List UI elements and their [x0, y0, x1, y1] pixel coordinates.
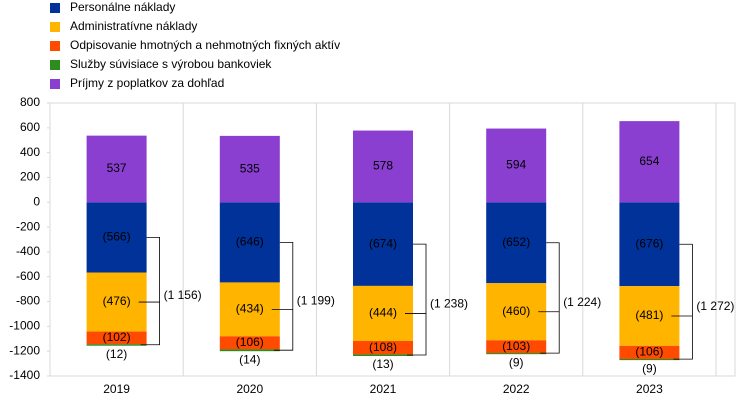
- total-bracket: [271, 241, 294, 351]
- bar-segment: [86, 135, 147, 203]
- total-label: (1 156): [164, 288, 202, 302]
- y-tick-label: 800: [20, 95, 40, 109]
- data-label: (106): [635, 345, 663, 359]
- y-tick-label: -800: [16, 294, 40, 308]
- total-label: (1 224): [563, 295, 601, 309]
- y-tick-label: -600: [16, 269, 40, 283]
- data-label: (460): [502, 304, 530, 318]
- total-bracket: [405, 243, 427, 356]
- y-tick-label: -1400: [9, 368, 40, 382]
- y-tick-label: 200: [20, 170, 40, 184]
- legend-label: Príjmy z poplatkov za dohľad: [70, 76, 224, 90]
- data-label: (13): [372, 357, 393, 371]
- x-tick-label: 2020: [236, 382, 263, 396]
- bar-segment: [353, 130, 413, 203]
- bar-segment: [353, 341, 413, 355]
- data-label: 537: [107, 161, 127, 175]
- y-tick-label: -1000: [9, 319, 40, 333]
- data-label: (102): [103, 330, 131, 344]
- legend-swatch: [50, 60, 60, 70]
- data-label: (652): [502, 235, 530, 249]
- bar-segment: [486, 283, 547, 341]
- bar-segment: [486, 340, 547, 354]
- data-label: (106): [236, 335, 264, 349]
- data-label: (14): [239, 352, 260, 366]
- bar-segment: [219, 282, 280, 337]
- bar-segment: [86, 344, 147, 346]
- legend-swatch: [50, 3, 60, 13]
- bar-segment: [353, 202, 413, 286]
- total-label: (1 238): [430, 297, 468, 311]
- total-bracket: [138, 236, 160, 346]
- bar-segment: [619, 358, 680, 361]
- bar-segment: [219, 202, 280, 283]
- bar-segment: [486, 202, 547, 284]
- bar-segment: [353, 354, 413, 357]
- bar-segment: [619, 345, 680, 359]
- total-label: (1 199): [297, 293, 335, 307]
- data-label: (434): [236, 302, 264, 316]
- total-bracket: [671, 243, 693, 360]
- legend-swatch: [50, 22, 60, 32]
- data-label: (103): [502, 339, 530, 353]
- total-bracket: [538, 242, 560, 354]
- bar-segment: [353, 285, 413, 342]
- total-label: (1 272): [696, 299, 734, 313]
- data-label: (566): [103, 230, 131, 244]
- data-label: (676): [635, 236, 663, 250]
- bar-segment: [86, 202, 147, 273]
- y-tick-label: -200: [16, 219, 40, 233]
- legend-label: Administratívne náklady: [70, 19, 197, 33]
- legend-swatch: [50, 79, 60, 89]
- data-label: 654: [639, 154, 659, 168]
- y-tick-label: -400: [16, 244, 40, 258]
- data-label: 535: [240, 161, 260, 175]
- bar-segment: [219, 349, 280, 352]
- bar-segment: [219, 135, 280, 203]
- bar-segment: [619, 286, 680, 346]
- bar-segment: [619, 121, 680, 203]
- x-tick-label: 2019: [103, 382, 130, 396]
- x-tick-label: 2021: [370, 382, 397, 396]
- bar-segment: [619, 202, 680, 287]
- x-tick-label: 2023: [636, 382, 663, 396]
- legend-label: Odpisovanie hmotných a nehmotných fixnýc…: [70, 38, 340, 52]
- data-label: (444): [369, 306, 397, 320]
- bar-segment: [86, 331, 147, 345]
- x-tick-label: 2022: [503, 382, 530, 396]
- bar-segment: [486, 353, 547, 355]
- y-tick-label: 0: [33, 194, 40, 208]
- bar-segment: [219, 336, 280, 350]
- data-label: (481): [635, 308, 663, 322]
- data-label: (108): [369, 340, 397, 354]
- data-label: 594: [506, 158, 526, 172]
- data-label: (674): [369, 236, 397, 250]
- data-label: (476): [103, 294, 131, 308]
- data-label: (9): [509, 355, 524, 369]
- bar-segment: [86, 272, 147, 332]
- y-tick-label: 600: [20, 120, 40, 134]
- legend-swatch: [50, 41, 60, 51]
- y-tick-label: -1200: [9, 343, 40, 357]
- data-label: (9): [642, 361, 657, 375]
- data-label: 578: [373, 159, 393, 173]
- data-label: (646): [236, 235, 264, 249]
- data-label: (12): [106, 347, 127, 361]
- legend-label: Personálne náklady: [70, 0, 175, 14]
- legend-label: Služby súvisiace s výrobou bankoviek: [70, 57, 272, 71]
- y-tick-label: 400: [20, 145, 40, 159]
- bar-segment: [486, 128, 547, 203]
- plot-frame: [49, 102, 736, 377]
